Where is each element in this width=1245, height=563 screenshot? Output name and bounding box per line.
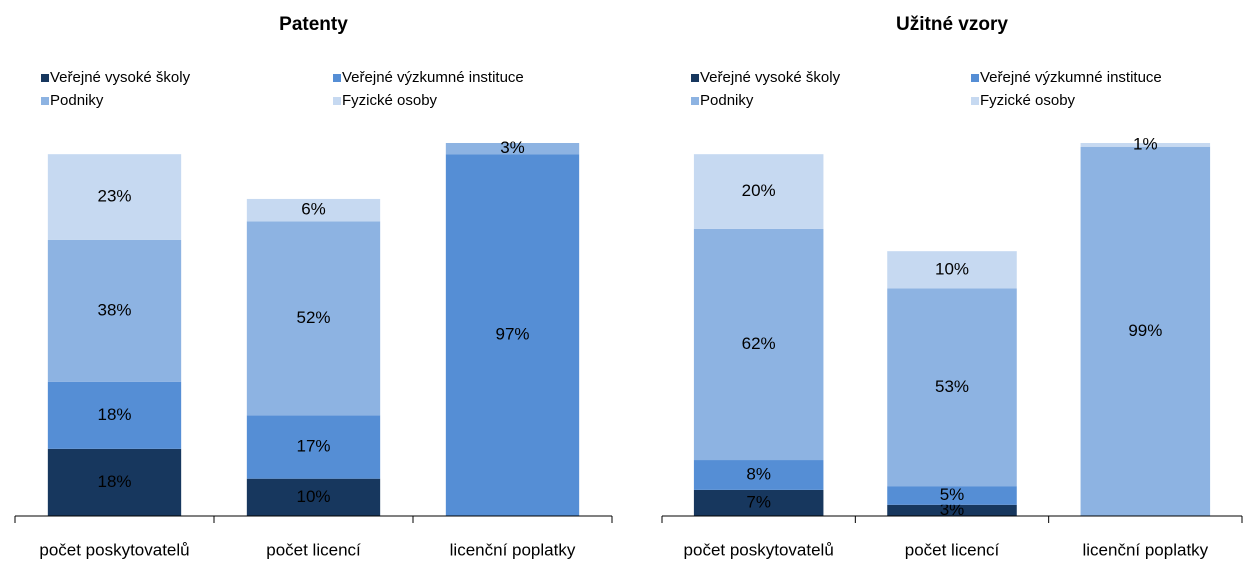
legend-label: Veřejné vysoké školy	[700, 69, 841, 86]
legend-swatch	[333, 74, 341, 82]
bar-segment	[887, 486, 1017, 505]
data-label: 52%	[296, 308, 330, 327]
bar-segment	[887, 251, 1017, 289]
data-label: 5%	[940, 485, 965, 504]
data-label: 62%	[742, 334, 776, 353]
bar-segment	[693, 154, 824, 229]
chart-title: Užitné vzory	[896, 14, 1008, 35]
data-label: 1%	[1133, 134, 1158, 153]
data-label: 7%	[746, 492, 771, 511]
legend-swatch	[41, 74, 49, 82]
bar-segment	[47, 381, 182, 449]
data-label: 97%	[495, 325, 529, 344]
legend-label: Podniky	[700, 92, 754, 109]
data-label: 10%	[935, 259, 969, 278]
legend-swatch	[41, 97, 49, 105]
legend-label: Veřejné výzkumné instituce	[342, 69, 524, 86]
legend-swatch	[691, 74, 699, 82]
bar-segment	[246, 198, 381, 222]
bar-segment	[246, 415, 381, 479]
data-label: 18%	[97, 472, 131, 491]
data-label: 10%	[296, 487, 330, 506]
bar-segment	[246, 478, 381, 516]
legend-label: Veřejné vysoké školy	[50, 69, 191, 86]
x-tick-label: licenční poplatky	[1082, 540, 1208, 559]
bar-segment	[445, 154, 580, 516]
legend-label: Fyzické osoby	[342, 92, 438, 109]
bar-segment	[445, 143, 580, 155]
x-tick-label: licenční poplatky	[450, 540, 576, 559]
bar-segment	[47, 239, 182, 382]
bar-segment	[1080, 146, 1211, 517]
bar-segment	[246, 221, 381, 416]
chart-title: Patenty	[279, 14, 348, 35]
bar-segment	[887, 288, 1017, 487]
x-tick-label: počet licencí	[266, 540, 361, 559]
bar-segment	[693, 489, 824, 516]
legend-label: Podniky	[50, 92, 104, 109]
data-label: 17%	[296, 436, 330, 455]
data-label: 99%	[1128, 321, 1162, 340]
x-tick-label: počet poskytovatelů	[684, 540, 834, 559]
bar-segment	[47, 448, 182, 516]
data-label: 53%	[935, 377, 969, 396]
x-tick-label: počet licencí	[905, 540, 1000, 559]
legend-swatch	[333, 97, 341, 105]
bar-segment	[887, 504, 1017, 516]
legend-label: Veřejné výzkumné instituce	[980, 69, 1162, 86]
data-label: 3%	[500, 138, 525, 157]
legend-swatch	[971, 97, 979, 105]
data-label: 23%	[97, 187, 131, 206]
x-tick-label: počet poskytovatelů	[39, 540, 189, 559]
legend-swatch	[971, 74, 979, 82]
bar-segment	[1080, 143, 1211, 147]
data-label: 8%	[746, 464, 771, 483]
data-label: 20%	[742, 181, 776, 200]
legend-swatch	[691, 97, 699, 105]
data-label: 38%	[97, 300, 131, 319]
bar-segment	[693, 460, 824, 490]
data-label: 6%	[301, 200, 326, 219]
data-label: 18%	[97, 405, 131, 424]
bar-segment	[693, 228, 824, 461]
bar-segment	[47, 154, 182, 240]
legend-label: Fyzické osoby	[980, 92, 1076, 109]
